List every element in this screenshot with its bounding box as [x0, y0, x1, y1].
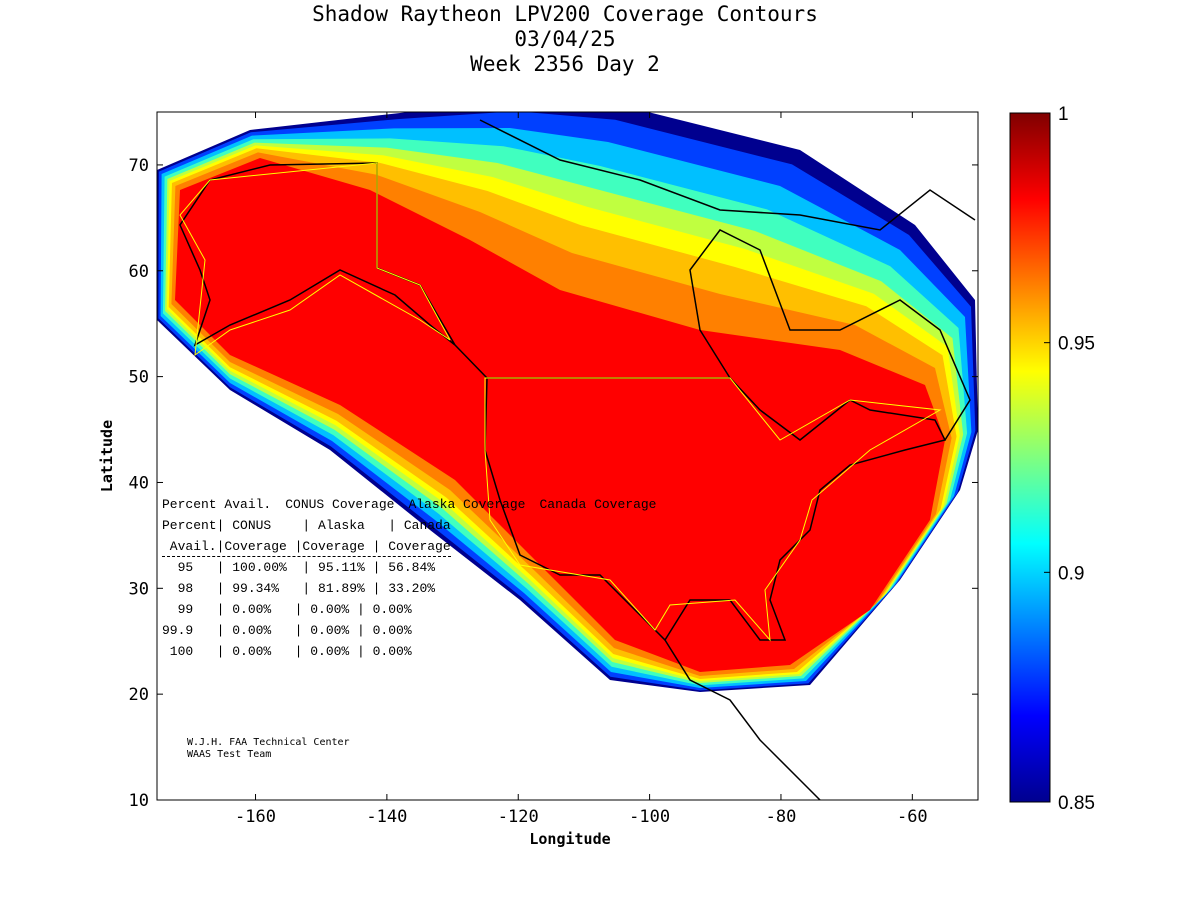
credit-line: W.J.H. FAA Technical Center	[187, 737, 350, 748]
x-tick-label: -80	[766, 807, 797, 827]
x-tick-label: -120	[498, 807, 539, 827]
table-row: 100 | 0.00% | 0.00% | 0.00%	[162, 644, 412, 659]
column-name: Alaska Coverage	[408, 497, 526, 512]
alaska-boundary	[179, 162, 451, 357]
colorbar-tick-label: 0.9	[1058, 563, 1084, 584]
table-column-names: Percent Avail. CONUS Coverage Alaska Cover…	[162, 496, 671, 513]
y-tick-label: 20	[129, 685, 149, 705]
table-row: 98 | 99.34% | 81.89% | 33.20%	[162, 581, 436, 596]
colorbar-ticks: 0.85 0.9 0.95 1	[1044, 104, 1095, 814]
chart-date: 03/04/25	[514, 27, 616, 51]
y-axis-label: Latitude	[98, 420, 116, 492]
colorbar-tick-label: 0.85	[1058, 793, 1095, 814]
alaska-outline	[179, 162, 456, 347]
contour-level-1	[175, 158, 945, 672]
x-tick-label: -100	[629, 807, 670, 827]
central-america	[664, 639, 821, 800]
chart-week-day: Week 2356 Day 2	[470, 52, 660, 76]
colorbar-tick-label: 1	[1058, 104, 1069, 125]
x-axis: -160 -140 -120 -100 -80 -60	[235, 112, 928, 827]
column-name: Canada Coverage	[539, 497, 657, 512]
canada-coast	[454, 119, 976, 441]
y-tick-label: 40	[129, 473, 149, 493]
column-name: Percent Avail.	[162, 497, 272, 512]
coverage-table: Percent| CONUS | Alaska | Canada Avail.|…	[162, 515, 451, 662]
credits: W.J.H. FAA Technical Center WAAS Test Tea…	[187, 737, 350, 761]
x-tick-label: -140	[366, 807, 407, 827]
table-row: 95 | 100.00% | 95.11% | 56.84%	[162, 560, 436, 575]
credit-line: WAAS Test Team	[187, 749, 272, 760]
plot-frame	[156, 111, 979, 801]
x-tick-label: -60	[897, 807, 928, 827]
y-tick-label: 70	[129, 156, 149, 176]
colorbar-tick-label: 0.95	[1058, 334, 1095, 355]
x-axis-label: Longitude	[529, 830, 610, 848]
conus-outline	[484, 377, 947, 642]
y-tick-label: 60	[129, 262, 149, 282]
y-tick-label: 10	[129, 791, 149, 811]
coastlines	[179, 119, 976, 800]
y-tick-label: 30	[129, 579, 149, 599]
region-boundaries	[179, 162, 942, 642]
colorbar	[1009, 112, 1051, 803]
x-tick-label: -160	[235, 807, 276, 827]
table-row: 99.9 | 0.00% | 0.00% | 0.00%	[162, 623, 412, 638]
conus-boundary	[484, 377, 942, 642]
column-name: CONUS Coverage	[285, 497, 395, 512]
chart-title: Shadow Raytheon LPV200 Coverage Contours	[312, 2, 818, 26]
table-header-1: Percent| CONUS | Alaska | Canada	[162, 518, 451, 533]
y-tick-label: 50	[129, 368, 149, 388]
table-header-2: Avail.|Coverage |Coverage | Coverage	[162, 536, 451, 557]
table-row: 99 | 0.00% | 0.00% | 0.00%	[162, 602, 412, 617]
y-axis: 10 20 30 40 50 60 70	[129, 156, 978, 811]
